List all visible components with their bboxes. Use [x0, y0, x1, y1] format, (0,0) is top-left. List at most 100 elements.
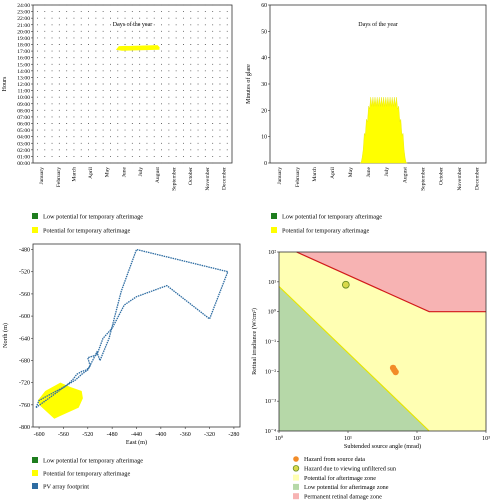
chart2-legend-swatch	[271, 213, 277, 219]
chart1-x-tick-label: September	[172, 167, 178, 191]
chart4-y-tick-label: 10⁻⁴	[265, 429, 276, 435]
chart2-x-tick-label: January	[277, 167, 283, 185]
chart1-y-tick-label: 04:00	[17, 135, 30, 141]
chart3-y-tick-label: -600	[19, 314, 30, 320]
chart4-y-tick-label: 10⁻¹	[265, 340, 276, 346]
chart3-x-tick-label: -560	[58, 432, 69, 438]
chart4-source-point	[392, 368, 399, 376]
chart4-legend-label: Permanent retinal damage zone	[304, 493, 382, 500]
chart2-y-axis-title: Minutes of glare	[245, 64, 252, 104]
chart2-legend-swatch	[271, 227, 277, 233]
chart1-x-axis-title: Days of the year	[113, 21, 152, 28]
chart4-legend-label: Low potential for afterimage zone	[304, 484, 389, 491]
chart3-legend-label: Low potential for temporary afterimage	[43, 458, 143, 465]
chart4-x-tick-label: 10²	[413, 436, 421, 442]
chart1-y-tick-label: 00:00	[17, 161, 30, 167]
chart1-legend-label: Potential for temporary afterimage	[43, 228, 130, 235]
chart4-legend-label: Hazard due to viewing unfiltered sun	[304, 466, 396, 473]
chart3-y-axis-title: North (m)	[2, 323, 9, 348]
chart1-y-tick-label: 23:00	[17, 10, 30, 16]
chart1-grid-dots	[37, 4, 228, 164]
chart1-legend-swatch	[32, 227, 38, 233]
chart4-legend-marker	[292, 465, 300, 472]
chart1-y-tick-label: 12:00	[17, 82, 30, 88]
chart4-x-tick-label: 10⁰	[275, 435, 284, 442]
chart1-y-tick-label: 20:00	[17, 29, 30, 35]
chart4-x-tick-label: 10¹	[344, 436, 352, 442]
chart2-y-tick-label: 60	[261, 3, 267, 9]
chart3-x-axis-title: East (m)	[126, 439, 147, 446]
chart1-x-tick-label: June	[122, 166, 128, 177]
chart1-y-tick-label: 10:00	[17, 95, 30, 101]
chart3-glare-zone	[37, 382, 83, 419]
chart4-retinal-damage-zone	[296, 252, 486, 312]
chart4-x-axis-title: Subtended source angle (mrad)	[344, 443, 421, 450]
chart1-y-tick-label: 07:00	[17, 115, 30, 121]
chart4-y-tick-label: 10²	[268, 250, 276, 256]
chart1-x-tick-label: April	[88, 167, 94, 179]
chart1-y-tick-label: 05:00	[17, 128, 30, 134]
chart1-y-tick-label: 08:00	[17, 108, 30, 114]
chart1-y-tick-label: 14:00	[17, 69, 30, 75]
chart4-y-tick-label: 10⁻³	[265, 399, 276, 405]
chart3-x-tick-label: -600	[34, 432, 45, 438]
chart1-x-tick-label: March	[71, 167, 77, 182]
chart1-x-tick-label: December	[221, 167, 227, 190]
chart2-y-tick-label: 20	[261, 108, 267, 114]
chart4-y-tick-label: 10⁰	[268, 309, 277, 316]
chart1-y-tick-label: 03:00	[17, 141, 30, 147]
chart1-y-tick-label: 18:00	[17, 43, 30, 49]
chart1-y-tick-label: 17:00	[17, 49, 30, 55]
chart2-y-tick-label: 30	[261, 82, 267, 88]
chart2-x-tick-label: March	[312, 167, 318, 182]
chart2-x-tick-label: September	[421, 167, 427, 191]
chart4-legend-swatch	[293, 483, 299, 490]
chart4-sun-point	[341, 280, 350, 289]
chart1-y-tick-label: 11:00	[17, 89, 30, 95]
chart4-legend-swatch	[293, 474, 299, 481]
chart4-legend-swatch	[293, 493, 299, 500]
chart3-y-tick-label: -480	[19, 248, 30, 254]
chart4-legend-marker	[293, 456, 299, 462]
chart1-x-tick-label: October	[188, 167, 194, 185]
chart3-x-tick-label: -320	[204, 432, 215, 438]
chart2-y-tick-label: 40	[261, 56, 267, 62]
chart1-y-tick-label: 19:00	[17, 36, 30, 42]
chart2-x-tick-label: November	[457, 167, 463, 191]
chart2-x-axis-title: Days of the year	[358, 21, 397, 28]
chart2-y-tick-label: 10	[261, 135, 267, 141]
chart2-x-tick-label: May	[348, 167, 354, 177]
chart3-y-tick-label: -760	[19, 403, 30, 409]
chart2-x-tick-label: June	[366, 166, 372, 177]
chart1-y-tick-label: 15:00	[17, 62, 30, 68]
chart1-y-axis-title: Hours	[2, 76, 8, 91]
chart2-y-tick-label: 0	[264, 161, 267, 167]
chart3-x-tick-label: -400	[155, 432, 166, 438]
chart3-x-tick-label: -440	[131, 432, 142, 438]
chart1-x-tick-label: May	[105, 167, 111, 177]
chart2-x-tick-label: February	[295, 167, 301, 187]
chart1-y-tick-label: 02:00	[17, 148, 30, 154]
chart3-legend-label: PV array footprint	[43, 484, 89, 491]
chart3-y-tick-label: -680	[19, 358, 30, 364]
chart3-x-tick-label: -360	[180, 432, 191, 438]
chart3-y-tick-label: -720	[19, 381, 30, 387]
chart2-x-tick-label: July	[384, 167, 390, 177]
chart3-legend-label: Potential for temporary afterimage	[43, 471, 130, 478]
chart1-y-tick-label: 22:00	[17, 16, 30, 22]
chart1-legend-swatch	[32, 213, 38, 219]
chart4-legend-label: Hazard from source data	[304, 456, 365, 463]
chart3-pv-footprint	[34, 248, 229, 410]
chart3-y-tick-label: -520	[19, 270, 30, 276]
chart1-glare-band	[115, 45, 160, 51]
chart1-y-tick-label: 16:00	[17, 56, 30, 62]
chart3-legend-swatch	[32, 483, 38, 489]
chart4-x-tick-label: 10³	[482, 436, 490, 442]
chart1-y-tick-label: 06:00	[17, 122, 30, 128]
chart4-damage-threshold-line	[296, 251, 486, 313]
chart1-y-tick-label: 21:00	[17, 23, 30, 29]
chart4-y-tick-label: 10⁻²	[265, 369, 276, 375]
chart1-y-tick-label: 13:00	[17, 75, 30, 81]
chart3-y-tick-label: -800	[19, 425, 30, 431]
